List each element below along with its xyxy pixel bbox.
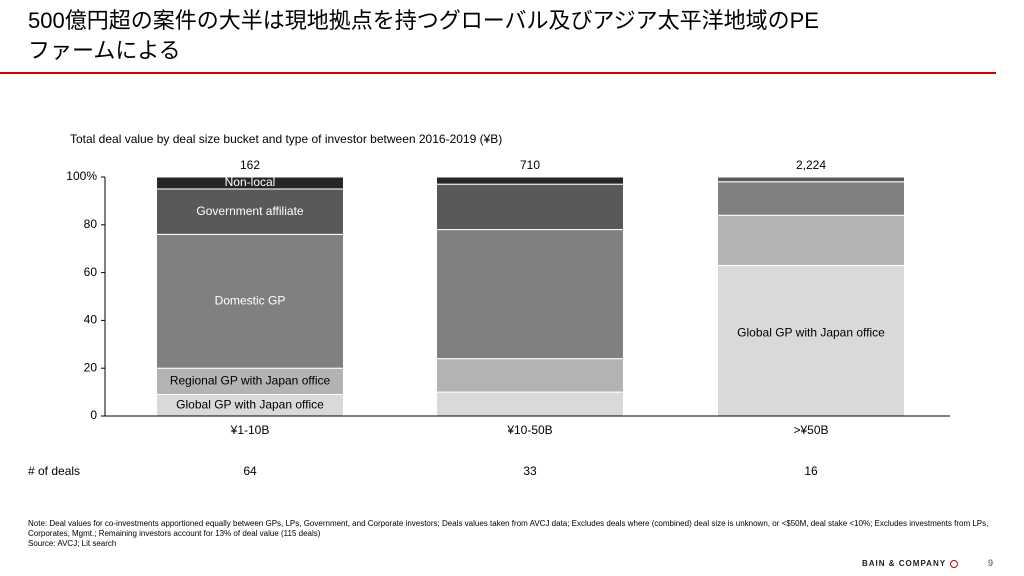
notes: Note: Deal values for co-investments app… <box>28 519 1003 549</box>
x-tick-label: >¥50B <box>793 423 828 437</box>
bar-segment <box>717 264 905 417</box>
y-tick-label: 80 <box>84 217 98 231</box>
x-tick-label: ¥1-10B <box>230 423 270 437</box>
title-rule <box>0 72 996 74</box>
y-tick-label: 60 <box>84 265 98 279</box>
y-tick-label: 40 <box>84 313 98 327</box>
bar-segment <box>436 358 624 393</box>
deals-value: 16 <box>804 464 818 478</box>
footer-text: BAIN & COMPANY <box>862 559 947 568</box>
segment-label: Regional GP with Japan office <box>170 374 331 388</box>
segment-label: Non-local <box>225 175 276 189</box>
chart-title: Total deal value by deal size bucket and… <box>70 132 502 146</box>
logo <box>950 559 959 568</box>
y-tick-label: 0 <box>90 408 97 422</box>
segment-label: Domestic GP <box>215 293 286 307</box>
bar-segment <box>436 176 624 185</box>
y-tick-label: 100% <box>66 169 97 183</box>
segment-label: Global GP with Japan office <box>176 397 324 411</box>
slide-title: 500億円超の案件の大半は現地拠点を持つグローバル及びアジア太平洋地域のPE フ… <box>28 6 988 66</box>
bar-segment <box>436 229 624 360</box>
title-line: ファームによる <box>28 38 181 63</box>
deals-value: 64 <box>243 464 257 478</box>
title-line: 500億円超の案件の大半は現地拠点を持つグローバル及びアジア太平洋地域のPE <box>28 8 819 33</box>
segment-label: Government affiliate <box>196 204 303 218</box>
bar-segment <box>436 183 624 231</box>
bar-segment <box>717 214 905 266</box>
bar-segment <box>717 176 905 183</box>
deals-label: # of deals <box>28 464 80 478</box>
deals-value: 33 <box>523 464 537 478</box>
x-tick-label: ¥10-50B <box>506 423 552 437</box>
source-text: Source: AVCJ; Lit search <box>28 539 117 548</box>
footer: BAIN & COMPANY <box>862 559 959 568</box>
total-label: 162 <box>240 158 260 172</box>
page-number: 9 <box>988 558 994 568</box>
note-text: Note: Deal values for co-investments app… <box>28 519 989 538</box>
bar-segment <box>436 391 624 417</box>
segment-label: Global GP with Japan office <box>737 325 885 339</box>
total-label: 710 <box>520 158 540 172</box>
bar-segment <box>717 181 905 216</box>
total-label: 2,224 <box>796 158 826 172</box>
y-tick-label: 20 <box>84 360 98 374</box>
bar-segment <box>156 176 344 190</box>
